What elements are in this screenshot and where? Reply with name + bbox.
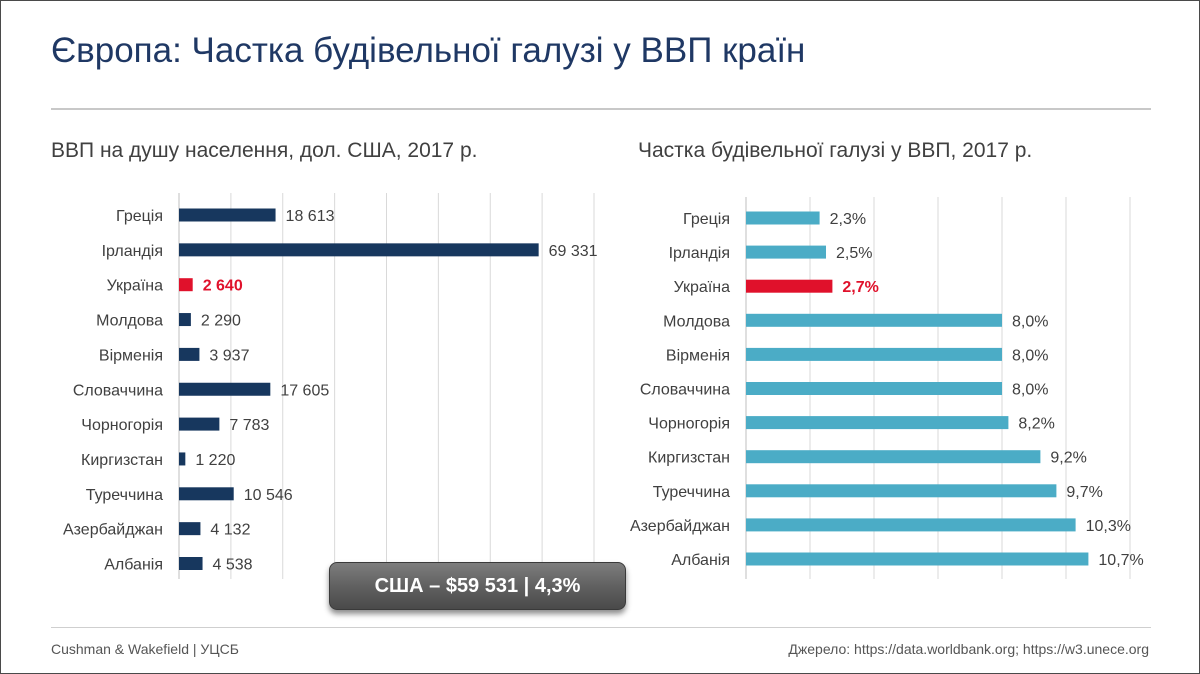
category-label: Чорногорія — [81, 417, 163, 434]
slide-title: Європа: Частка будівельної галузі у ВВП … — [51, 31, 806, 70]
data-label: 8,0% — [1012, 347, 1048, 364]
category-label: Греція — [116, 208, 163, 225]
category-label: Молдова — [96, 313, 163, 330]
category-label: Албанія — [671, 552, 730, 569]
bar — [179, 417, 220, 431]
data-label: 9,2% — [1050, 450, 1086, 467]
bar — [179, 313, 191, 327]
footer-source: Джерело: https://data.worldbank.org; htt… — [788, 641, 1149, 657]
title-divider — [51, 108, 1151, 110]
data-label: 10,3% — [1086, 518, 1131, 535]
category-label: Чорногорія — [648, 416, 730, 433]
right-chart-title: Частка будівельної галузі у ВВП, 2017 р. — [638, 139, 1033, 162]
category-label: Киргизстан — [81, 452, 163, 469]
bar — [746, 279, 833, 293]
data-label: 2,3% — [830, 211, 866, 228]
category-label: Вірменія — [666, 347, 730, 364]
data-label: 4 538 — [213, 557, 253, 574]
data-label: 7 783 — [229, 417, 269, 434]
bar — [179, 278, 193, 292]
bar — [179, 452, 186, 466]
bar — [746, 484, 1057, 498]
data-label: 2,7% — [842, 279, 878, 296]
bar — [746, 347, 1002, 361]
bar — [179, 487, 234, 501]
data-label: 10,7% — [1098, 552, 1143, 569]
data-label: 18 613 — [286, 208, 335, 225]
bar — [746, 245, 826, 259]
data-label: 2 640 — [203, 278, 243, 295]
category-label: Азербайджан — [63, 522, 163, 539]
usa-callout-badge: США – $59 531 | 4,3% — [329, 562, 626, 610]
bar — [746, 416, 1009, 430]
footer-divider — [51, 627, 1151, 628]
data-label: 2 290 — [201, 313, 241, 330]
bar — [746, 382, 1002, 395]
data-label: 10 546 — [244, 487, 293, 504]
data-label: 4 132 — [210, 522, 250, 539]
data-label: 8,0% — [1012, 313, 1048, 330]
data-label: 2,5% — [836, 245, 872, 262]
data-label: 8,0% — [1012, 382, 1048, 399]
left-chart-title: ВВП на душу населення, дол. США, 2017 р. — [51, 139, 478, 162]
category-label: Албанія — [104, 557, 163, 574]
gdp-per-capita-chart: Греція 18 613 Ірландія 69 331 Україна 2 640 Мо… — [63, 193, 598, 579]
category-label: Вірменія — [99, 347, 163, 364]
category-label: Словаччина — [640, 382, 730, 399]
bar — [179, 382, 271, 396]
data-label: 69 331 — [549, 243, 598, 260]
bar — [746, 552, 1089, 566]
data-label: 3 937 — [209, 347, 249, 364]
category-label: Словаччина — [73, 382, 163, 399]
bar — [746, 313, 1002, 327]
bar — [179, 347, 200, 361]
category-label: Україна — [674, 279, 731, 296]
bar — [179, 208, 276, 222]
category-label: Греція — [683, 211, 730, 228]
data-label: 1 220 — [195, 452, 235, 469]
bar — [179, 522, 201, 536]
bar — [746, 450, 1041, 464]
category-label: Молдова — [663, 313, 730, 330]
category-label: Ірландія — [102, 243, 163, 260]
bar — [746, 211, 820, 225]
data-label: 8,2% — [1018, 416, 1054, 433]
data-label: 9,7% — [1066, 484, 1102, 501]
category-label: Туреччина — [86, 487, 163, 504]
data-label: 17 605 — [280, 382, 329, 399]
footer-credit: Cushman & Wakefield | УЦСБ — [51, 641, 239, 657]
category-label: Україна — [107, 278, 164, 295]
category-label: Ірландія — [669, 245, 730, 262]
bar — [179, 243, 539, 257]
category-label: Киргизстан — [648, 450, 730, 467]
category-label: Азербайджан — [630, 518, 730, 535]
bar — [746, 518, 1076, 532]
category-label: Туреччина — [653, 484, 730, 501]
bar — [179, 557, 203, 570]
construction-share-chart: Греція 2,3% Ірландія 2,5% Україна 2,7% Молдова… — [630, 197, 1144, 579]
